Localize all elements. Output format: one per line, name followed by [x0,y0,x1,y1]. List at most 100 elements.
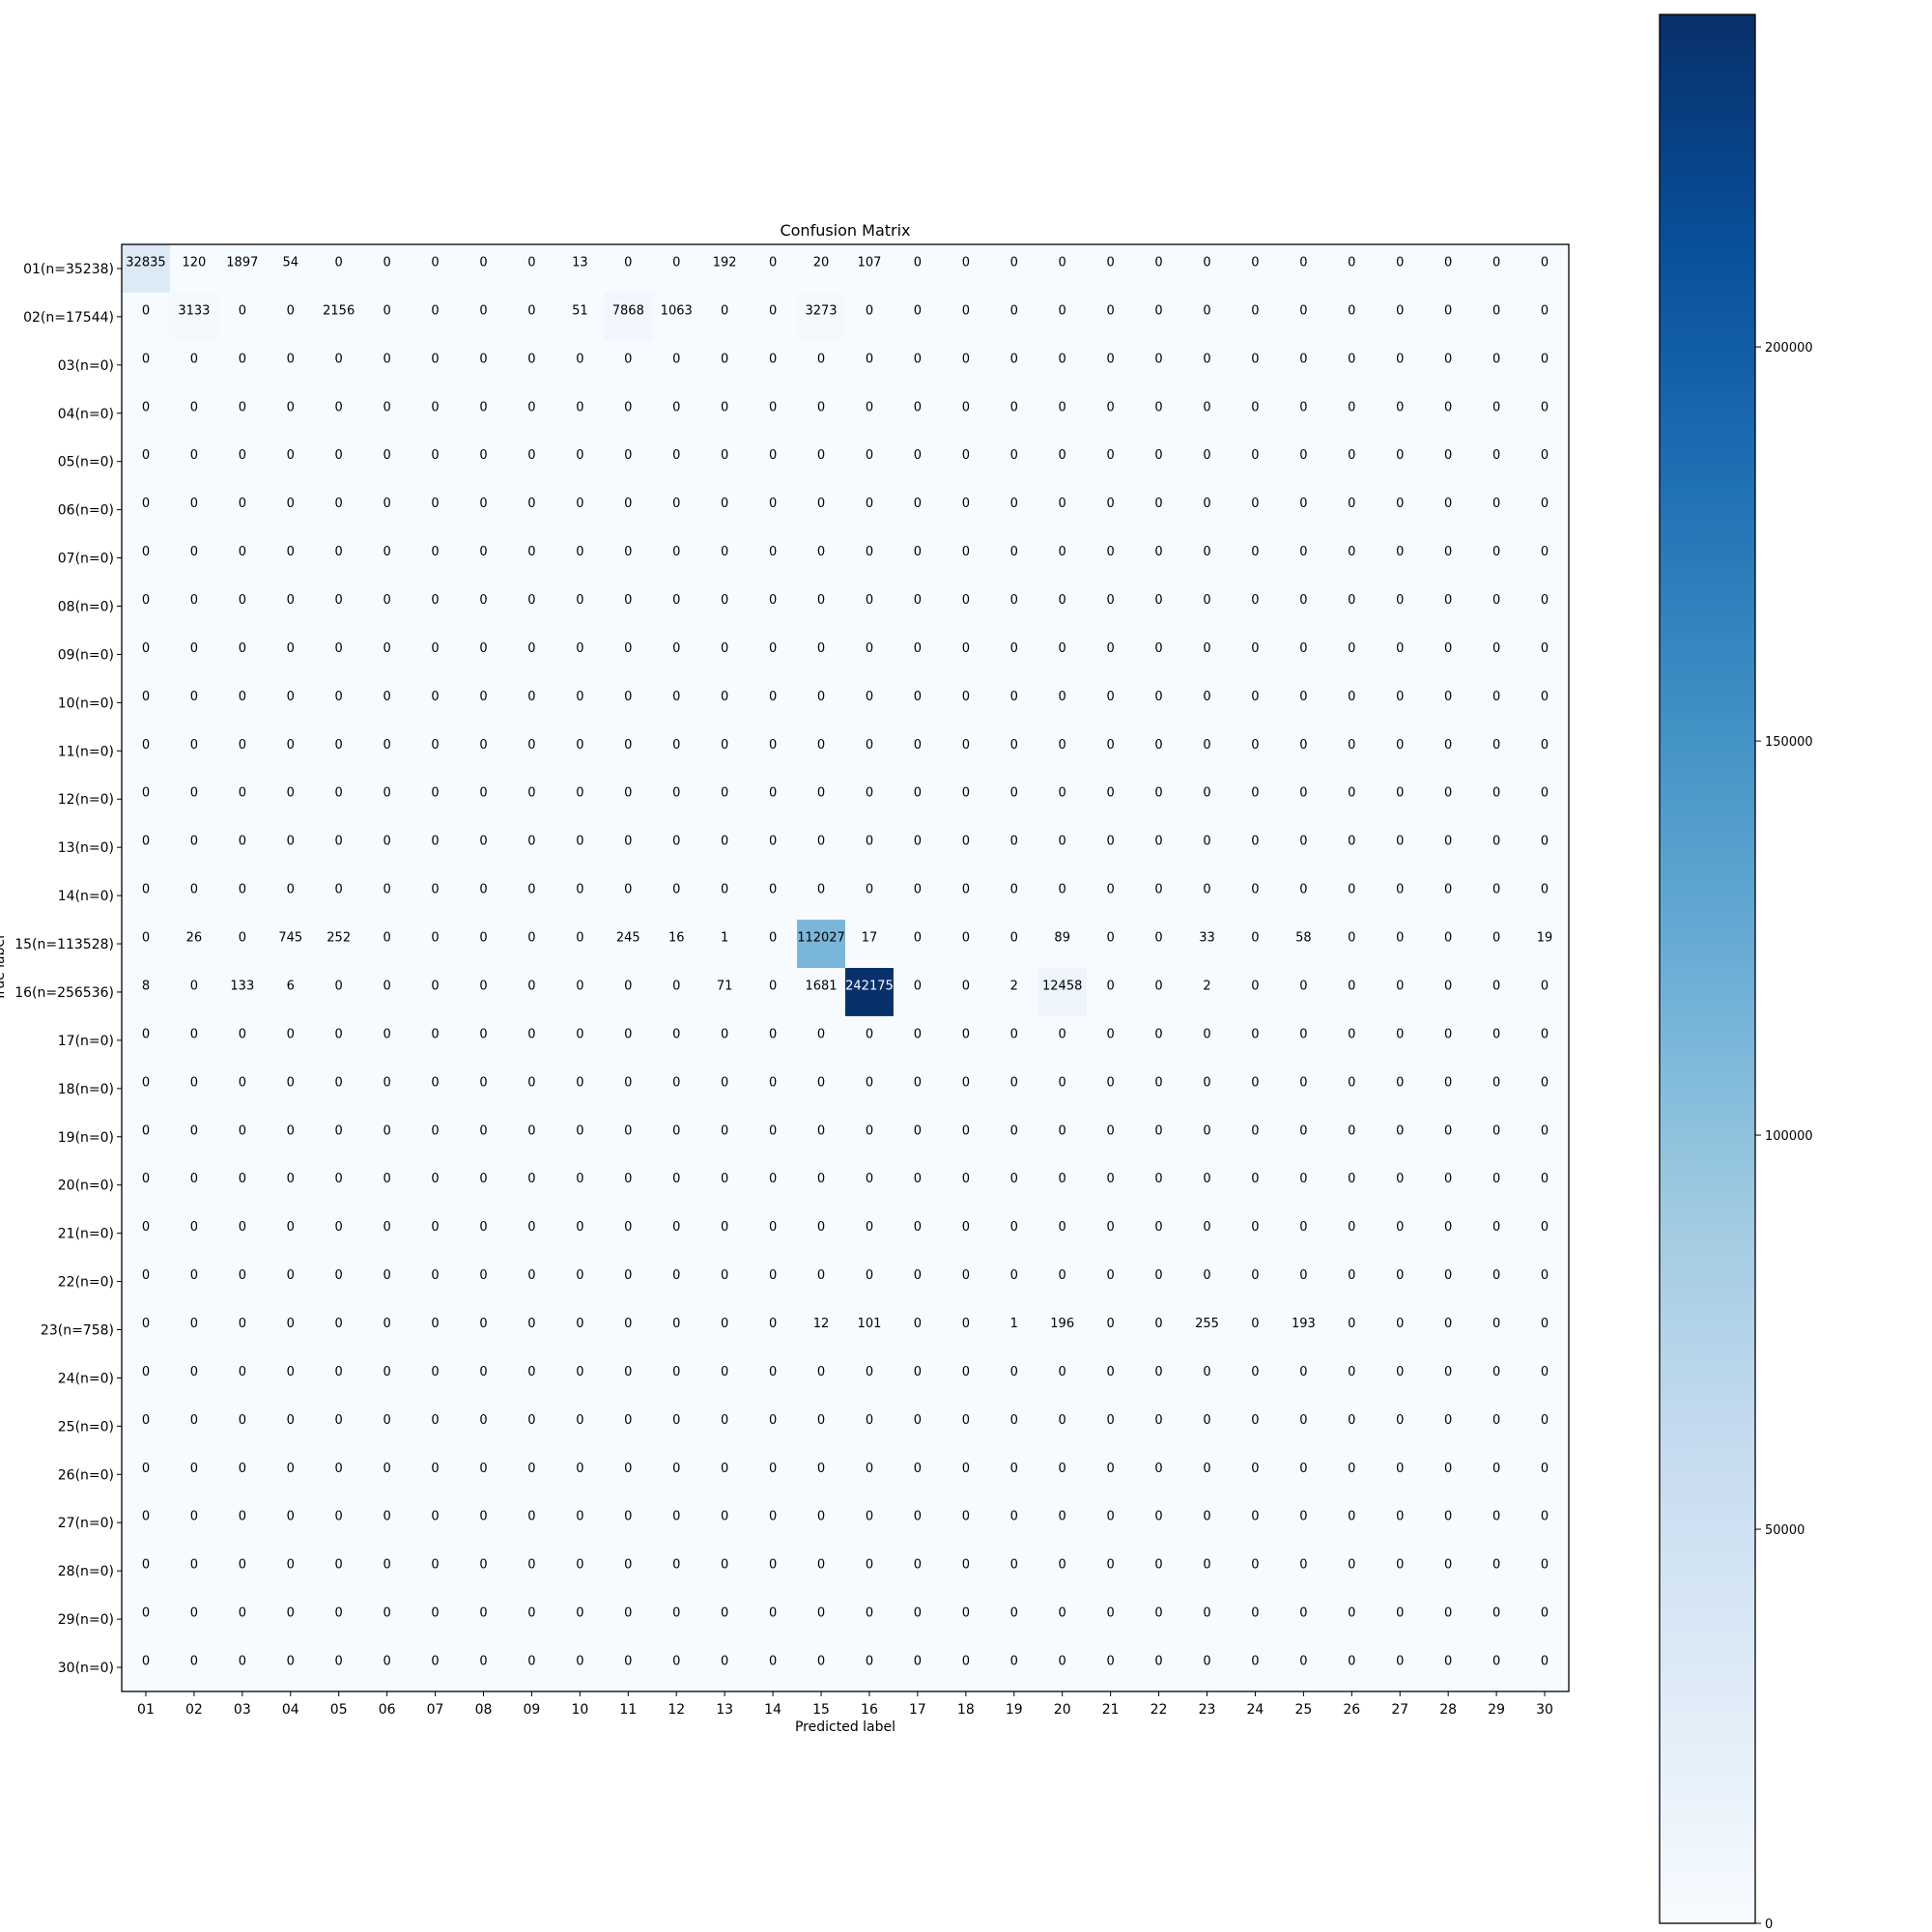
cell-value-label: 0 [431,641,439,656]
cell-value-label: 0 [383,738,390,753]
matrix-cell [941,1015,991,1065]
cell-value-label: 0 [962,690,970,704]
matrix-cell [1424,1305,1473,1354]
matrix-cell [989,437,1039,487]
matrix-cell [1134,437,1184,487]
cell-value-label: 6 [287,979,295,993]
matrix-cell [555,1160,605,1210]
matrix-cell [459,1015,508,1065]
cell-value-label: 0 [1010,1075,1018,1090]
cell-value-label: 0 [142,1220,150,1235]
cell-value-label: 0 [1299,352,1307,366]
matrix-cell [169,775,219,824]
cell-value-label: 0 [1010,1268,1018,1283]
matrix-cell [169,1402,219,1451]
x-tick-label: 01 [137,1702,155,1718]
matrix-cell [459,678,508,727]
matrix-cell [604,1498,653,1548]
cell-value-label: 0 [769,1606,777,1621]
cell-value-label: 0 [914,545,922,559]
cell-value-label: 0 [527,1317,535,1331]
cell-value-label: 0 [672,690,680,704]
cell-value-label: 0 [383,593,390,608]
matrix-cell [652,775,701,824]
cell-value-label: 0 [1059,1268,1066,1283]
matrix-cell [1037,1160,1088,1210]
matrix-cell [1472,244,1521,294]
matrix-cell [604,244,653,294]
cell-value-label: 0 [1059,1365,1066,1379]
cell-value-label: 0 [1251,1317,1259,1331]
cell-value-label: 0 [335,1123,343,1138]
cell-value-label: 0 [1106,1220,1114,1235]
matrix-cell [1134,1208,1184,1259]
matrix-cell [797,1257,846,1307]
cell-value-label: 0 [769,641,777,656]
cell-value-label: 1 [1010,1317,1018,1331]
matrix-cell [1424,1015,1473,1065]
cell-value-label: 0 [142,1317,150,1331]
matrix-cell [1182,485,1232,535]
matrix-cell [1327,1064,1377,1114]
cell-value-label: 0 [1299,1413,1307,1428]
cell-value-label: 0 [1154,400,1162,414]
matrix-cell [459,1160,508,1210]
cell-value-label: 0 [287,448,295,463]
matrix-cell [893,1643,943,1692]
colorbar-tick-label: 50000 [1765,1523,1804,1538]
cell-value-label: 0 [1106,1606,1114,1621]
cell-value-label: 0 [1203,1123,1210,1138]
matrix-cell [1424,1402,1473,1451]
cell-value-label: 0 [817,641,825,656]
cell-value-label: 0 [383,835,390,849]
matrix-cell [314,871,364,921]
cell-value-label: 0 [1299,1027,1307,1041]
cell-value-label: 0 [1492,448,1500,463]
matrix-cell [1037,582,1088,631]
y-tick-label: 05(n=0) [58,455,114,470]
y-tick-label: 16(n=256536) [14,985,114,1001]
matrix-cell [652,1402,701,1451]
cell-value-label: 0 [1396,835,1404,849]
matrix-cell [604,1015,653,1065]
matrix-cell [266,1547,316,1596]
cell-value-label: 0 [383,1123,390,1138]
matrix-cell [459,244,508,294]
matrix-cell [555,1643,605,1692]
cell-value-label: 0 [239,641,246,656]
cell-value-label: 0 [962,1510,970,1524]
matrix-cell [989,388,1039,439]
cell-value-label: 0 [1299,883,1307,897]
matrix-cell [362,1353,412,1403]
cell-value-label: 0 [1541,690,1548,704]
matrix-cell [1279,533,1328,583]
matrix-cell [1424,678,1473,727]
cell-value-label: 0 [1106,786,1114,801]
cell-value-label: 0 [576,1558,583,1573]
cell-value-label: 0 [479,1172,487,1186]
cell-value-label: 0 [576,1317,583,1331]
x-tick-label: 30 [1536,1702,1553,1718]
cell-value-label: 0 [721,641,728,656]
colorbar-tick-label: 150000 [1765,735,1813,750]
cell-value-label: 0 [383,545,390,559]
matrix-cell [411,388,461,439]
matrix-cell [989,1595,1039,1644]
cell-value-label: 0 [527,497,535,511]
matrix-cell [314,1643,364,1692]
cell-value-label: 0 [239,786,246,801]
cell-value-label: 0 [287,1075,295,1090]
matrix-cell [122,920,171,969]
matrix-cell [1037,920,1088,969]
matrix-cell [1327,340,1377,390]
matrix-cell [700,1015,750,1065]
matrix-cell [362,1257,412,1307]
matrix-cell [941,1643,991,1692]
cell-value-label: 0 [1010,1027,1018,1041]
cell-value-label: 0 [769,1558,777,1573]
matrix-cell [1182,437,1232,487]
cell-value-label: 192 [713,255,737,270]
matrix-cell [1472,1015,1521,1065]
cell-value-label: 0 [527,1462,535,1476]
cell-value-label: 0 [142,593,150,608]
